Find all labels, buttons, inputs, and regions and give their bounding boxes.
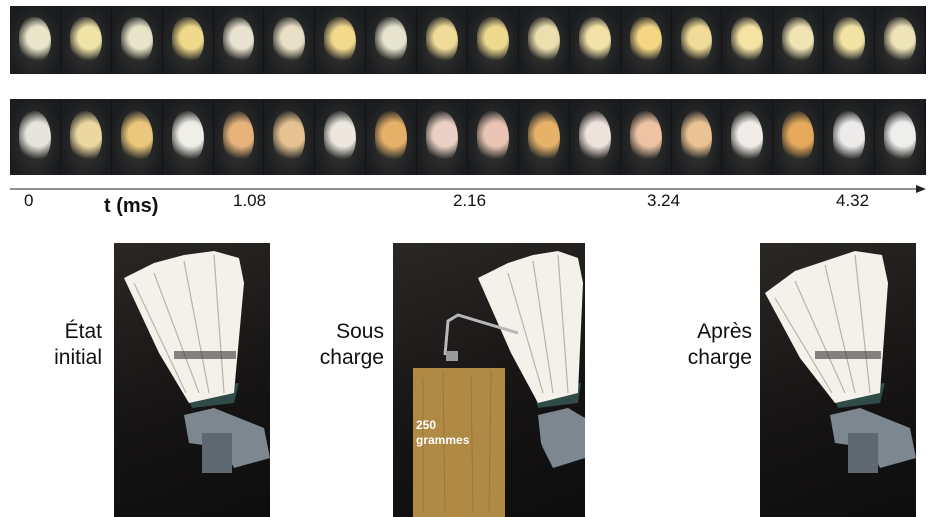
row2-frame xyxy=(620,99,672,175)
caption-under-load: Sous charge xyxy=(300,319,384,371)
shuttlecock-frame-image xyxy=(782,111,815,163)
row1-frame xyxy=(417,6,469,74)
shuttlecock-frame-image xyxy=(18,111,51,163)
row1-frame xyxy=(60,6,112,74)
row1-frame xyxy=(569,6,621,74)
caption-under-load-line1: Sous xyxy=(336,320,384,343)
row2-frame xyxy=(671,99,723,175)
shuttlecock-frame-image xyxy=(69,16,102,64)
shuttlecock-frame-image xyxy=(120,16,153,64)
photo-after-load xyxy=(760,243,916,517)
weight-unit: grammes xyxy=(416,433,470,447)
shuttlecock-frame-image xyxy=(884,111,917,163)
row1-frame xyxy=(671,6,723,74)
shuttlecock-frame-image xyxy=(222,16,255,64)
time-tick-3: 3.24 xyxy=(647,191,681,210)
row1-frame xyxy=(620,6,672,74)
row1-frame xyxy=(213,6,265,74)
shuttlecock-frame-image xyxy=(476,16,509,64)
row1-frame xyxy=(315,6,367,74)
frame-strip-row-1 xyxy=(10,6,926,74)
row2-frame xyxy=(722,99,774,175)
shuttlecock-frame-image xyxy=(426,111,459,163)
row2-frame xyxy=(111,99,163,175)
row1-frame xyxy=(518,6,570,74)
row2-frame xyxy=(162,99,214,175)
row1-frame xyxy=(722,6,774,74)
time-axis-arrow xyxy=(10,185,926,193)
shuttlecock-frame-image xyxy=(273,111,306,163)
shuttlecock-frame-image xyxy=(324,16,357,64)
shuttlecock-frame-image xyxy=(375,16,408,64)
row1-frame xyxy=(162,6,214,74)
row1-frame xyxy=(10,6,61,74)
row2-frame xyxy=(824,99,876,175)
row2-frame xyxy=(468,99,519,175)
shuttlecock-frame-image xyxy=(120,111,153,163)
caption-after-load-line1: Après xyxy=(697,320,752,343)
shuttlecock-photo-after xyxy=(765,251,916,473)
caption-initial-line2: initial xyxy=(54,346,102,369)
shuttlecock-photo-initial xyxy=(124,251,270,473)
caption-after-load-line2: charge xyxy=(687,346,752,369)
shuttlecock-frame-image xyxy=(578,16,611,64)
shuttlecock-frame-image xyxy=(884,16,917,64)
shuttlecock-frame-image xyxy=(527,16,560,64)
row2-frame xyxy=(315,99,367,175)
row2-frame xyxy=(264,99,316,175)
photo-initial-state xyxy=(114,243,270,517)
shuttlecock-frame-image xyxy=(527,111,560,163)
shuttlecock-frame-image xyxy=(629,111,662,163)
row1-frame xyxy=(264,6,316,74)
shuttlecock-photo-loaded xyxy=(413,251,585,517)
photo-under-load xyxy=(393,243,585,517)
shuttlecock-frame-image xyxy=(731,16,764,64)
weight-value: 250 xyxy=(416,418,437,432)
frame-strip-row-2 xyxy=(10,99,926,175)
row2-frame xyxy=(518,99,570,175)
row2-frame xyxy=(875,99,926,175)
weight-label: 250 grammes xyxy=(416,418,469,448)
caption-under-load-line2: charge xyxy=(319,346,384,369)
shuttlecock-frame-image xyxy=(731,111,764,163)
time-axis-title: t (ms) xyxy=(104,195,159,217)
shuttlecock-frame-image xyxy=(680,111,713,163)
shuttlecock-frame-image xyxy=(18,16,51,64)
row2-frame xyxy=(773,99,825,175)
caption-after-load: Après charge xyxy=(672,319,752,371)
row2-frame xyxy=(213,99,265,175)
shuttlecock-frame-image xyxy=(680,16,713,64)
row2-frame xyxy=(10,99,61,175)
shuttlecock-frame-image xyxy=(426,16,459,64)
shuttlecock-frame-image xyxy=(171,16,204,64)
row1-frame xyxy=(468,6,519,74)
shuttlecock-frame-image xyxy=(222,111,255,163)
row1-frame xyxy=(824,6,876,74)
shuttlecock-frame-image xyxy=(171,111,204,163)
row2-frame xyxy=(60,99,112,175)
shuttlecock-frame-image xyxy=(69,111,102,163)
row1-frame xyxy=(875,6,926,74)
shuttlecock-frame-image xyxy=(629,16,662,64)
row2-frame xyxy=(569,99,621,175)
row1-frame xyxy=(773,6,825,74)
shuttlecock-frame-image xyxy=(476,111,509,163)
shuttlecock-frame-image xyxy=(833,16,866,64)
shuttlecock-frame-image xyxy=(833,111,866,163)
shuttlecock-frame-image xyxy=(324,111,357,163)
time-tick-1: 1.08 xyxy=(233,191,267,210)
row1-frame xyxy=(111,6,163,74)
time-tick-4: 4.32 xyxy=(836,191,870,210)
caption-initial-state: État initial xyxy=(30,319,102,371)
caption-initial-line1: État xyxy=(64,320,102,343)
shuttlecock-frame-image xyxy=(578,111,611,163)
shuttlecock-frame-image xyxy=(782,16,815,64)
shuttlecock-frame-image xyxy=(273,16,306,64)
time-tick-2: 2.16 xyxy=(453,191,487,210)
shuttlecock-frame-image xyxy=(375,111,408,163)
row1-frame xyxy=(366,6,418,74)
row2-frame xyxy=(417,99,469,175)
row2-frame xyxy=(366,99,418,175)
time-tick-0: 0 xyxy=(24,191,34,210)
